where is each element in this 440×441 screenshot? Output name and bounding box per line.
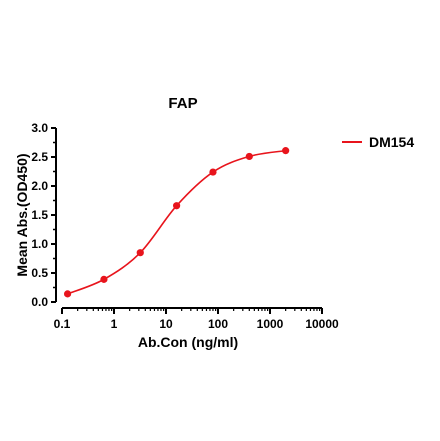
data-point-dm154-0	[63, 290, 72, 298]
data-point-dm154-5	[245, 152, 253, 161]
x-tick-label: 0.1	[54, 317, 71, 331]
data-points-layer	[63, 147, 290, 298]
data-point-dm154-6	[282, 147, 290, 155]
x-tick-label: 10000	[305, 317, 339, 331]
data-point-dm154-2	[136, 249, 144, 257]
y-tick-label: 2.5	[31, 150, 48, 164]
chart-title: FAP	[168, 95, 197, 112]
y-axis-label: Mean Abs.(OD450)	[14, 153, 30, 276]
y-tick-label: 0.0	[31, 295, 48, 309]
x-tick-label: 1000	[257, 317, 284, 331]
x-tick-label: 100	[208, 317, 228, 331]
y-tick-label: 1.0	[31, 237, 48, 251]
y-tick-label: 0.5	[31, 266, 48, 280]
x-tick-label: 1	[111, 317, 118, 331]
axes: 0.0 0.5 1.0 1.5 2.0 2.5 3.0 0.1 1 10 100 1000 10000	[31, 121, 339, 331]
legend-label-dm154: DM154	[369, 134, 414, 150]
y-tick-label: 3.0	[31, 121, 48, 135]
data-point-dm154-3	[173, 202, 181, 210]
data-point-dm154-1	[100, 275, 108, 283]
fit-curve-layer	[67, 149, 286, 295]
y-tick-label: 1.5	[31, 208, 48, 222]
data-point-dm154-4	[209, 168, 217, 176]
fit-curve-dm154	[67, 149, 286, 295]
legend: DM154	[342, 134, 414, 150]
x-tick-label: 10	[159, 317, 173, 331]
x-axis-label: Ab.Con (ng/ml)	[138, 334, 238, 350]
y-tick-label: 2.0	[31, 179, 48, 193]
